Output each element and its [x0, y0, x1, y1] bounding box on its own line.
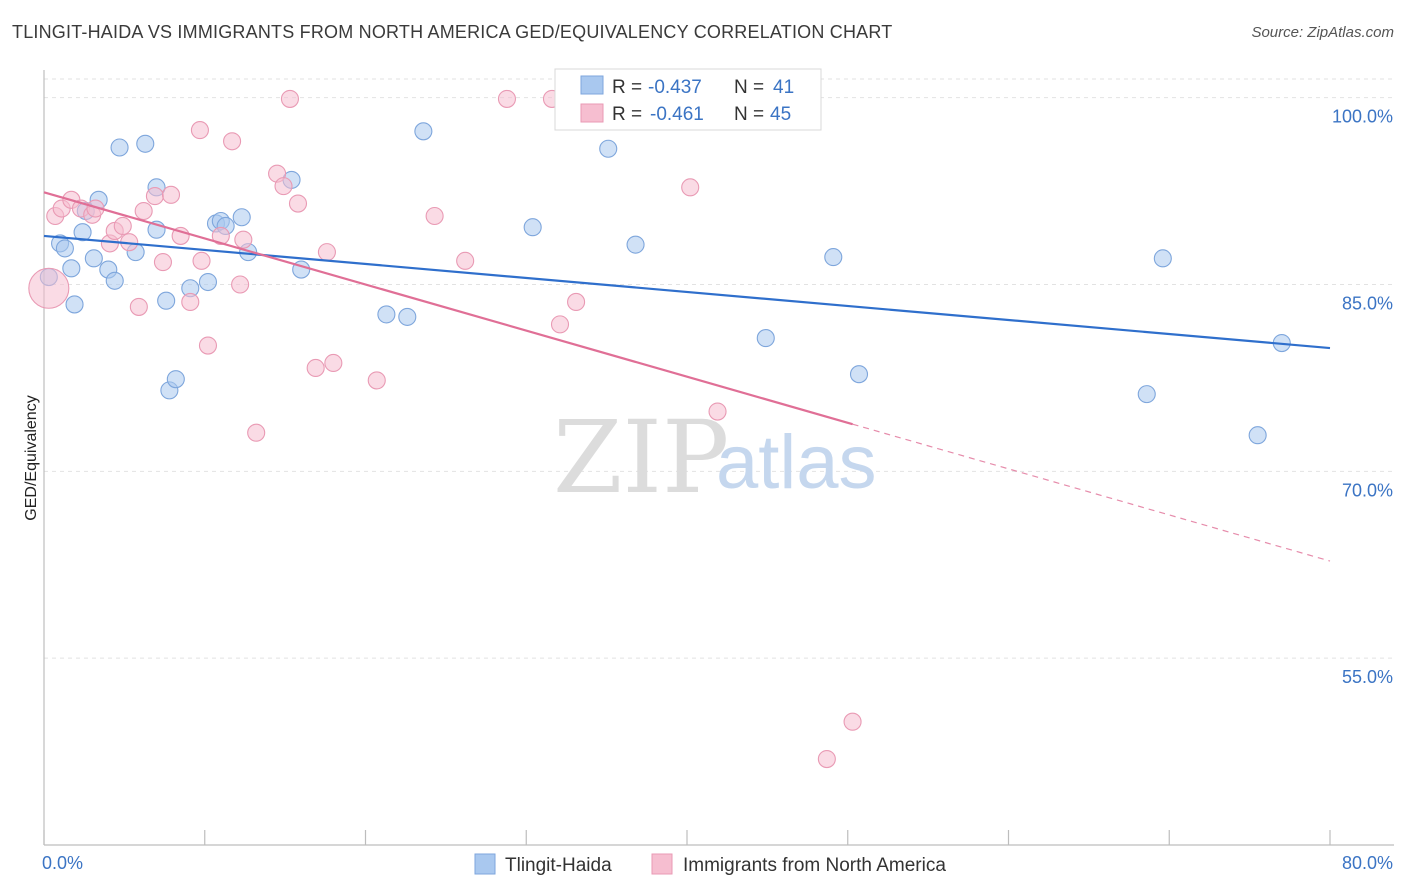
point-immigrants-north-america	[567, 292, 586, 311]
point-immigrants-north-america	[129, 297, 148, 316]
point-tlingit-haida	[398, 307, 417, 326]
point-immigrants-north-america	[288, 194, 308, 213]
point-tlingit-haida	[377, 305, 396, 324]
point-tlingit-haida	[1137, 385, 1156, 404]
point-immigrants-north-america	[247, 423, 266, 442]
point-immigrants-north-america	[425, 206, 444, 226]
point-immigrants-north-america	[145, 187, 164, 206]
point-tlingit-haida	[110, 138, 129, 157]
point-immigrants-north-america	[198, 336, 218, 355]
point-immigrants-north-america	[817, 750, 836, 769]
point-immigrants-north-america	[153, 253, 173, 272]
point-tlingit-haida	[626, 235, 645, 254]
point-tlingit-haida	[824, 248, 843, 267]
point-immigrants-north-america	[234, 230, 253, 249]
point-tlingit-haida	[84, 249, 103, 268]
point-tlingit-haida	[65, 295, 84, 314]
y-tick-label: 70.0%	[1342, 480, 1393, 500]
stats-legend: R = -0.437 N = 41 R = -0.461 N = 45	[554, 68, 822, 131]
point-immigrants-north-america	[28, 267, 70, 309]
point-tlingit-haida	[55, 239, 74, 258]
y-axis-label: GED/Equivalency	[23, 395, 40, 520]
legend-swatch-tlingit	[474, 853, 496, 875]
point-tlingit-haida	[105, 271, 124, 290]
stats-n-value-2: 45	[770, 104, 791, 125]
y-tick-label: 100.0%	[1332, 107, 1393, 127]
point-immigrants-north-america	[708, 402, 727, 421]
legend-label-immigrants: Immigrants from North America	[683, 855, 946, 876]
point-immigrants-north-america	[190, 121, 209, 140]
point-immigrants-north-america	[367, 371, 386, 390]
series-legend: Tlingit-Haida Immigrants from North Amer…	[474, 853, 946, 876]
stats-swatch-tlingit	[580, 75, 604, 95]
point-immigrants-north-america	[306, 358, 325, 378]
point-immigrants-north-america	[280, 89, 299, 108]
point-tlingit-haida	[599, 139, 618, 158]
source-credit: Source: ZipAtlas.com	[1251, 24, 1394, 41]
trend-lines	[43, 191, 1331, 562]
stats-swatch-immigrants	[580, 103, 604, 123]
point-immigrants-north-america	[324, 353, 343, 373]
point-immigrants-north-america	[550, 315, 570, 334]
point-tlingit-haida	[166, 370, 185, 389]
point-immigrants-north-america	[113, 216, 132, 236]
stats-n-label-2: N =	[734, 104, 764, 125]
stats-r-label-1: R =	[612, 77, 642, 98]
legend-label-tlingit: Tlingit-Haida	[505, 855, 612, 876]
point-immigrants-north-america	[843, 712, 862, 731]
point-tlingit-haida	[157, 291, 176, 310]
point-tlingit-haida	[756, 329, 775, 348]
legend-swatch-immigrants	[651, 853, 673, 875]
watermark-atlas: atlas	[716, 420, 877, 505]
x-tick-label-max: 80.0%	[1342, 853, 1393, 873]
point-immigrants-north-america	[161, 185, 181, 204]
point-tlingit-haida	[849, 365, 869, 384]
point-tlingit-haida	[414, 122, 433, 141]
point-immigrants-north-america	[134, 201, 153, 221]
point-tlingit-haida	[62, 259, 81, 278]
y-tick-labels: 100.0% 85.0% 70.0% 55.0%	[1332, 107, 1393, 687]
trend-line-immigrants-north-america	[43, 191, 853, 426]
stats-r-label-2: R =	[612, 104, 642, 125]
point-immigrants-north-america	[317, 243, 336, 262]
point-tlingit-haida	[73, 223, 92, 242]
y-tick-label: 55.0%	[1342, 667, 1393, 687]
point-tlingit-haida	[136, 134, 155, 153]
watermark-zip: ZIP	[553, 399, 729, 516]
point-tlingit-haida	[1248, 426, 1267, 445]
trend-line-immigrants-north-america-extension	[852, 423, 1331, 562]
point-tlingit-haida	[1153, 249, 1172, 268]
point-tlingit-haida	[198, 272, 218, 292]
point-tlingit-haida	[523, 218, 542, 237]
point-immigrants-north-america	[181, 292, 200, 311]
stats-r-value-1: -0.437	[648, 77, 702, 98]
x-tick-label-min: 0.0%	[42, 853, 83, 873]
point-immigrants-north-america	[681, 178, 700, 197]
point-immigrants-north-america	[192, 251, 211, 270]
point-immigrants-north-america	[211, 226, 230, 245]
point-immigrants-north-america	[223, 132, 242, 151]
x-tick-marks	[43, 830, 1331, 845]
point-immigrants-north-america	[456, 251, 475, 270]
chart-title: TLINGIT-HAIDA VS IMMIGRANTS FROM NORTH A…	[12, 22, 893, 42]
point-immigrants-north-america	[274, 177, 293, 196]
y-tick-label: 85.0%	[1342, 294, 1393, 314]
stats-r-value-2: -0.461	[650, 104, 704, 125]
point-immigrants-north-america	[497, 89, 517, 108]
stats-n-label-1: N =	[734, 77, 764, 98]
point-immigrants-north-america	[231, 275, 250, 294]
stats-n-value-1: 41	[773, 77, 794, 98]
grid-lines	[44, 78, 1394, 659]
point-tlingit-haida	[232, 208, 251, 227]
